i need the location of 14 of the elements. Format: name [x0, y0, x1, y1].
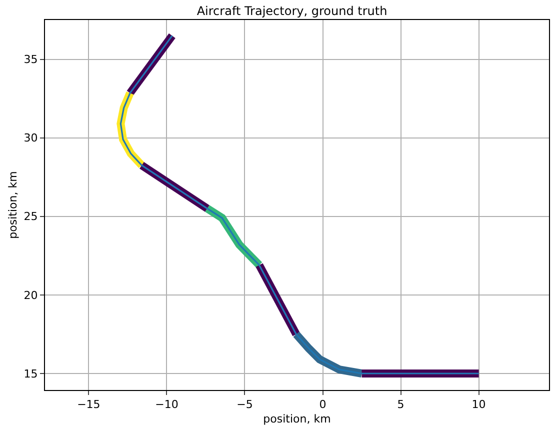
y-tick-label: 20 [24, 288, 38, 302]
x-tick-label: −15 [77, 398, 100, 412]
y-tick-label: 25 [24, 210, 38, 224]
chart-title: Aircraft Trajectory, ground truth [196, 4, 388, 18]
x-tick-label: −10 [155, 398, 178, 412]
y-tick-label: 30 [24, 132, 38, 145]
y-axis-title: position, km [6, 171, 20, 239]
y-tick-label: 35 [24, 53, 38, 66]
x-tick-label: 10 [472, 398, 486, 412]
x-tick-label: −5 [236, 398, 253, 412]
x-tick-label: 0 [319, 398, 326, 412]
x-tick-label: 5 [397, 398, 404, 412]
x-axis-title: position, km [263, 412, 331, 426]
y-tick-label: 15 [24, 367, 38, 380]
